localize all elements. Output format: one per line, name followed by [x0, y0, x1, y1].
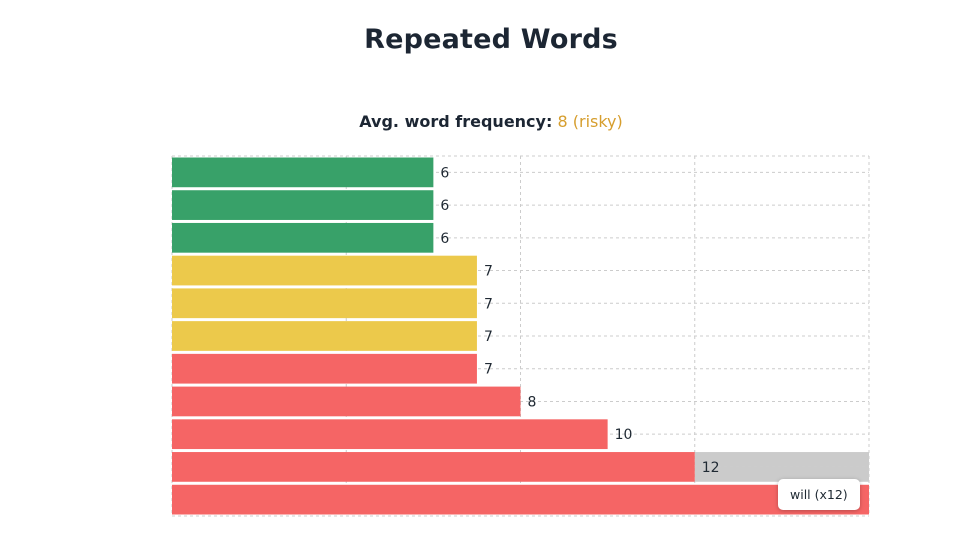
- bar-9: [172, 419, 608, 450]
- page-title: Repeated Words: [364, 24, 618, 55]
- avg-frequency-status: (risky): [572, 112, 623, 131]
- bar-7: [172, 353, 477, 384]
- bar-1: [172, 157, 434, 188]
- bar-value-label: 7: [484, 362, 493, 378]
- bar-value-label: 6: [440, 198, 449, 214]
- bar-value-label: 8: [528, 394, 537, 410]
- avg-frequency-line: Avg. word frequency: 8 (risky): [0, 112, 976, 131]
- bar-10: [172, 452, 695, 482]
- avg-frequency-label: Avg. word frequency:: [359, 112, 553, 131]
- bar-value-label: 7: [484, 296, 493, 312]
- bar-11: [172, 484, 869, 515]
- bar-6: [172, 321, 477, 351]
- bar-value-label: 12: [702, 460, 720, 476]
- bar-2: [172, 190, 434, 220]
- bar-3: [172, 222, 434, 253]
- bar-value-label: 10: [615, 427, 633, 443]
- bar-value-label: 7: [484, 264, 493, 280]
- chart-tooltip: will (x12): [778, 479, 860, 510]
- bar-5: [172, 288, 477, 319]
- bar-value-label: 6: [440, 165, 449, 181]
- bar-value-label: 6: [440, 231, 449, 247]
- bar-4: [172, 255, 477, 286]
- avg-frequency-value: 8: [557, 112, 568, 131]
- bar-8: [172, 386, 521, 417]
- bar-value-label: 7: [484, 329, 493, 345]
